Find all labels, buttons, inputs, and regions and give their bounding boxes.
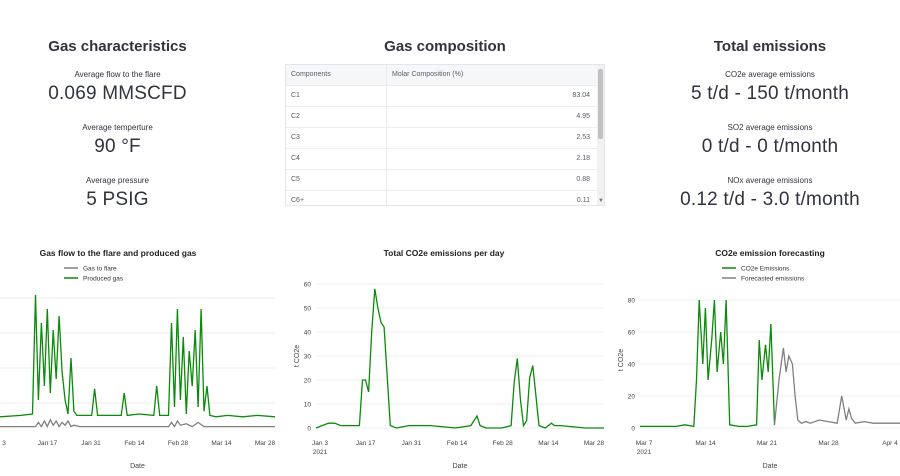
x-tick-label: Mar 14 — [211, 440, 232, 447]
x-tick-label: Feb 28 — [493, 440, 514, 447]
y-tick-label: 20 — [304, 378, 312, 385]
table-row: C3 2.53 — [286, 128, 604, 149]
table-cell-component: C1 — [286, 86, 387, 106]
avg-temperature-label: Average temperture — [82, 123, 153, 132]
x-tick-label: Jan 17 — [38, 440, 58, 447]
nox-emissions-value: 0.12 t/d - 3.0 t/month — [680, 189, 860, 210]
table-cell-value: 0.88 — [576, 176, 590, 183]
y-tick-label: 0 — [307, 426, 311, 433]
chart-title: CO2e emission forecasting — [715, 248, 825, 258]
x-tick-label: 2021 — [313, 449, 328, 456]
x-tick-label: Feb 28 — [168, 440, 189, 447]
table-row: C4 2.18 — [286, 149, 604, 170]
y-tick-label: 40 — [304, 330, 312, 337]
x-tick-label: Mar 7 — [636, 440, 653, 447]
table-row: C1 83.04 — [286, 86, 604, 107]
gas-composition-panel: Gas composition — [285, 0, 605, 55]
x-tick-label: Mar 14 — [695, 440, 716, 447]
avg-flow-label: Average flow to the flare — [74, 70, 161, 79]
gas-flow-chart[interactable]: Gas flow to the flare and produced gas 3 J… — [0, 240, 280, 476]
avg-pressure-value: 5 PSIG — [86, 189, 149, 210]
series-line — [640, 299, 776, 428]
co2e-emissions-value: 5 t/d - 150 t/month — [691, 83, 849, 104]
series-line — [773, 347, 900, 425]
series-line — [0, 418, 275, 429]
table-row: C2 4.95 — [286, 107, 604, 128]
co2e-per-day-chart[interactable]: Total CO2e emissions per day 0 10 20 30 40 50 6… — [290, 240, 610, 476]
y-tick-label: 0 — [631, 426, 635, 433]
table-row: C5 0.88 — [286, 170, 604, 191]
column-header-molar-composition[interactable]: Molar Composition (%) — [392, 71, 464, 78]
total-emissions-panel: Total emissions CO2e average emissions 5… — [640, 0, 900, 211]
x-tick-label: Mar 21 — [757, 440, 778, 447]
table-cell-value: 83.04 — [572, 92, 590, 99]
x-tick-label: Mar 14 — [538, 440, 559, 447]
legend-label: CO2e Emissions — [741, 266, 790, 273]
x-tick-label: 2021 — [637, 449, 652, 456]
legend-label: Forecasted emissions — [741, 276, 805, 283]
gas-composition-table[interactable]: Components Molar Composition (%) C1 83.0… — [285, 64, 605, 206]
avg-flow-value: 0.069 MMSCFD — [48, 83, 187, 104]
table-cell-value: 0.11 — [576, 197, 590, 204]
y-tick-label: 40 — [628, 362, 636, 369]
table-header: Components Molar Composition (%) — [286, 65, 604, 86]
x-tick-label: Feb 14 — [447, 440, 468, 447]
x-axis-label: Date — [130, 463, 145, 470]
y-tick-label: 10 — [304, 402, 312, 409]
x-tick-label: Mar 28 — [818, 440, 839, 447]
table-cell-component: C5 — [286, 170, 387, 190]
y-tick-label: 50 — [304, 306, 312, 313]
table-cell-component: C2 — [286, 107, 387, 127]
chart-title: Total CO2e emissions per day — [384, 248, 505, 258]
so2-emissions-label: SO2 average emissions — [727, 123, 813, 132]
x-tick-label: 3 — [2, 440, 6, 447]
avg-temperature-value: 90 °F — [94, 136, 141, 157]
y-tick-label: 30 — [304, 354, 312, 361]
y-tick-label: 60 — [304, 282, 312, 289]
co2e-emissions-label: CO2e average emissions — [725, 70, 815, 79]
x-tick-label: Jan 31 — [81, 440, 101, 447]
gas-characteristics-title: Gas characteristics — [48, 38, 187, 55]
legend-label: Produced gas — [83, 276, 124, 283]
gas-characteristics-panel: Gas characteristics Average flow to the … — [0, 0, 235, 211]
y-axis-label: t CO2e — [618, 349, 625, 371]
gas-composition-title: Gas composition — [384, 38, 506, 55]
y-tick-label: 80 — [628, 298, 636, 305]
table-scrollbar[interactable]: ▼ — [597, 65, 604, 205]
so2-emissions-value: 0 t/d - 0 t/month — [701, 136, 839, 157]
y-tick-label: 60 — [628, 330, 636, 337]
x-axis-label: Date — [763, 463, 778, 470]
x-tick-label: Apr 4 — [882, 440, 898, 447]
x-tick-label: Jan 17 — [356, 440, 376, 447]
co2e-forecast-chart[interactable]: CO2e emission forecasting 0 20 40 60 80 t CO2e… — [610, 240, 900, 476]
series-line — [0, 294, 276, 418]
scrollbar-thumb[interactable] — [598, 69, 603, 139]
x-axis-label: Date — [453, 463, 468, 470]
x-tick-label: Jan 31 — [402, 440, 422, 447]
avg-pressure-label: Average pressure — [86, 176, 149, 185]
table-cell-component: C4 — [286, 149, 387, 169]
nox-emissions-label: NOx average emissions — [727, 176, 813, 185]
y-tick-label: 20 — [628, 394, 636, 401]
legend-label: Gas to flare — [83, 266, 117, 273]
x-tick-label: Mar 28 — [255, 440, 276, 447]
series-line — [315, 288, 604, 429]
y-axis-label: t CO2e — [294, 345, 301, 367]
total-emissions-title: Total emissions — [713, 38, 827, 55]
chart-title: Gas flow to the flare and produced gas — [40, 248, 197, 258]
x-tick-label: Feb 14 — [124, 440, 145, 447]
x-tick-label: Jan 3 — [312, 440, 328, 447]
scroll-down-arrow-icon[interactable]: ▼ — [598, 198, 604, 204]
x-tick-label: Mar 28 — [584, 440, 605, 447]
table-cell-value: 4.95 — [576, 113, 590, 120]
table-cell-component: C3 — [286, 128, 387, 148]
table-cell-component: C6+ — [286, 191, 387, 205]
column-header-components[interactable]: Components — [286, 65, 387, 85]
table-cell-value: 2.53 — [576, 134, 590, 141]
table-row: C6+ 0.11 — [286, 191, 604, 205]
table-cell-value: 2.18 — [576, 155, 590, 162]
